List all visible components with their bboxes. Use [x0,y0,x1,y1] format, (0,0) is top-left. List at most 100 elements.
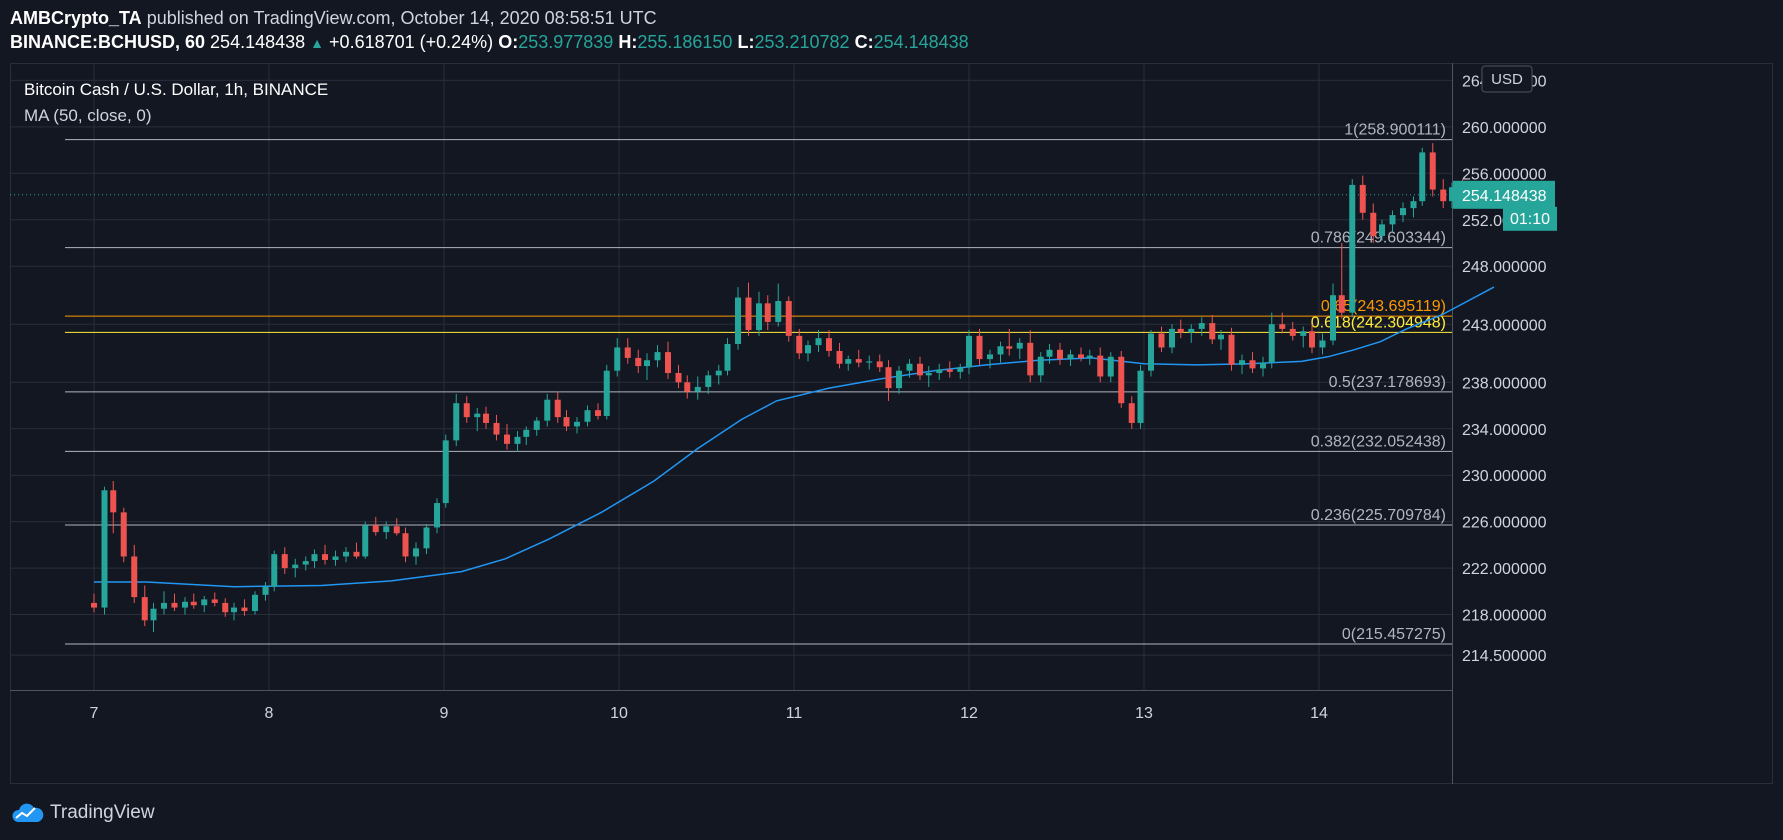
candle-body [262,586,269,595]
candle-body [654,352,661,361]
candle-body [715,370,722,376]
time-tick-label: 7 [90,705,99,722]
candle-body [483,413,489,423]
candle-body [917,363,923,376]
candle-body [624,347,631,358]
tradingview-logo[interactable]: TradingView [10,798,155,828]
candle-body [855,359,862,363]
candle-body [101,490,108,608]
candle-body [1279,324,1286,329]
candle-body [120,512,127,557]
candle-body [1128,403,1135,423]
candle-body [1260,362,1266,369]
indicator-label[interactable]: MA (50, close, 0) [24,106,152,125]
candle-body [1177,328,1184,333]
high-value: 255.186150 [637,32,733,52]
candle-body [815,338,822,346]
candle-body [665,352,671,374]
candle-body [241,607,248,612]
candle-body [544,399,551,421]
time-tick-label: 13 [1135,705,1153,722]
candle-body [533,420,540,430]
candle-body [1198,323,1205,329]
candle-body [1016,342,1023,349]
candle-body [1086,355,1093,358]
price-change: +0.618701 (+0.24%) [329,32,494,52]
candle-body [705,375,712,387]
candle-body [1429,152,1436,190]
candle-body [694,386,701,392]
candle-body [1389,215,1396,225]
candle-body [966,335,972,368]
candle-body [1107,356,1114,377]
candle-body [1037,356,1044,376]
candle-body [976,335,983,360]
close-label: C: [854,32,874,52]
price-chart[interactable]: 264.000000260.000000256.000000252.000000… [10,63,1773,784]
chart-container[interactable]: 264.000000260.000000256.000000252.000000… [10,63,1773,784]
candle-body [925,373,932,376]
candle-body [1057,349,1063,360]
candle-body [1188,328,1195,333]
candle-body [161,602,167,609]
candle-body [141,597,148,621]
candle-body [523,429,530,437]
currency-label: USD [1491,71,1523,88]
up-triangle-icon: ▲ [310,35,325,51]
tradingview-cloud-icon [12,803,44,822]
high-label: H: [618,32,638,52]
candle-body [1359,184,1366,213]
candle-body [190,601,197,606]
candle-body [383,526,390,533]
candle-body [1228,334,1235,365]
candle-body [1349,184,1356,313]
candle-body [311,554,318,562]
candle-body [413,548,419,557]
currency-label-box[interactable] [1481,65,1533,93]
author-name[interactable]: AMBCrypto_TA [10,8,142,28]
open-label: O: [498,32,519,52]
time-tick-label: 8 [265,705,274,722]
candle-body [131,556,138,598]
candle-body [885,367,892,389]
candle-body [1449,187,1455,202]
candle-body [745,297,752,331]
current-price-tag [1453,180,1555,209]
price-tick-label: 238.000000 [1462,375,1547,392]
candle-body [231,607,237,613]
brand-name: TradingView [50,802,155,823]
candle-body [1419,152,1426,202]
price-tick-label: 248.000000 [1462,259,1547,276]
candle-body [876,361,883,368]
low-value: 253.210782 [754,32,850,52]
candle-body [332,556,339,560]
candle-body [1027,342,1034,376]
candle-body [423,527,430,549]
close-value: 254.148438 [873,32,969,52]
candle-body [554,399,561,418]
candle-body [563,417,570,427]
candle-body [1300,331,1307,336]
candle-body [796,335,803,354]
candle-body [644,360,650,367]
candle-body [393,526,400,534]
candle-body [635,357,642,367]
symbol-label: BINANCE:BCHUSD, 60 [10,32,206,52]
price-tick-label: 214.500000 [1462,648,1547,665]
candle-body [1338,295,1345,313]
chart-header: AMBCrypto_TA published on TradingView.co… [10,6,969,54]
candle-body [1158,333,1165,348]
countdown-label: 01:10 [1510,211,1550,228]
candle-body [906,363,913,371]
fib-level-label: 1(258.900111) [1344,122,1446,139]
candle-body [826,338,832,351]
candle-body [353,551,360,557]
price-tick-label: 260.000000 [1462,120,1547,137]
candle-body [493,422,500,435]
candle-body [1006,346,1013,349]
candle-body [957,367,964,372]
candle-body [1309,331,1315,348]
candle-body [372,525,379,533]
candle-body [1118,356,1125,404]
candle-body [322,554,328,560]
